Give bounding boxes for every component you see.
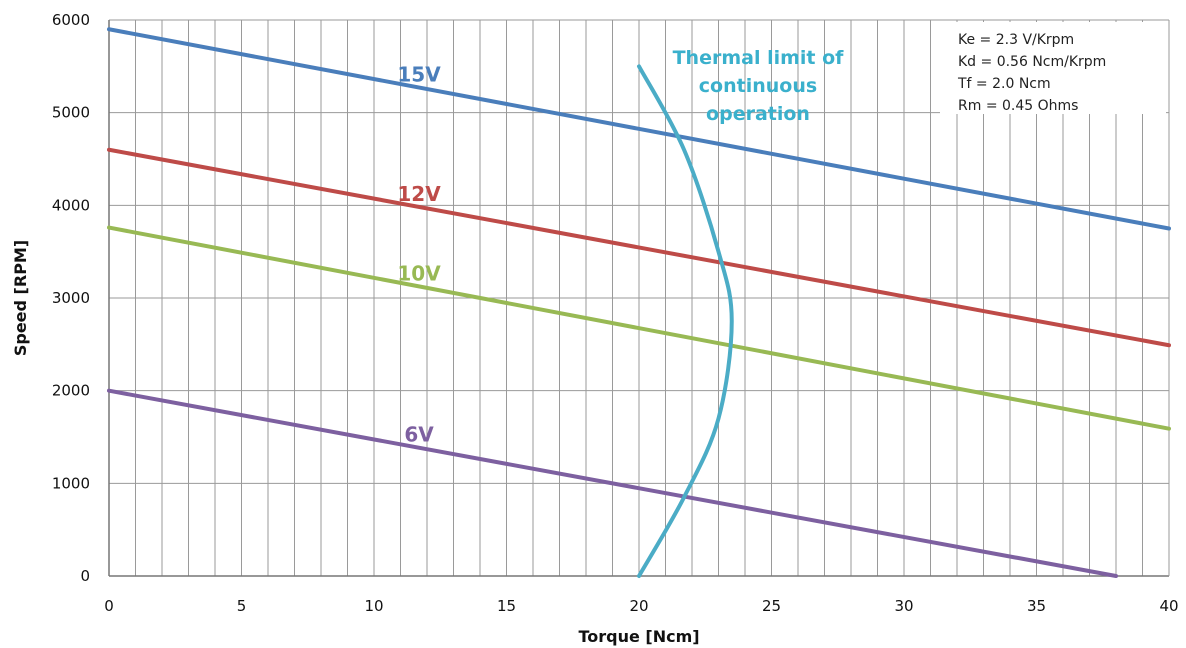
series-line-12v — [107, 147, 1171, 348]
y-tick-label: 3000 — [52, 289, 90, 307]
series-line-15v — [107, 27, 1171, 231]
param-ke: Ke = 2.3 V/Krpm — [958, 32, 1074, 48]
thermal-limit-label-line-2: continuous — [699, 75, 817, 97]
thermal-limit-curve — [637, 64, 734, 578]
parameter-box — [940, 22, 1166, 114]
y-tick-label: 2000 — [52, 382, 90, 400]
x-tick-label: 10 — [364, 597, 383, 615]
x-axis-title: Torque [Ncm] — [578, 627, 699, 646]
x-tick-label: 40 — [1159, 597, 1178, 615]
y-tick-label: 5000 — [52, 104, 90, 122]
y-axis-title: Speed [RPM] — [11, 240, 30, 356]
y-tick-label: 1000 — [52, 474, 90, 492]
x-tick-label: 15 — [497, 597, 516, 615]
y-tick-label: 0 — [80, 567, 90, 585]
x-tick-label: 5 — [237, 597, 247, 615]
thermal-limit-label-line-1: Thermal limit of — [673, 47, 845, 69]
x-tick-label: 0 — [104, 597, 114, 615]
param-kd: Kd = 0.56 Ncm/Krpm — [958, 54, 1106, 70]
grid — [109, 19, 1169, 576]
series-lines — [107, 27, 1171, 578]
series-labels: 15V 12V 10V 6V — [397, 63, 441, 447]
series-line-10v — [107, 225, 1171, 431]
series-label-10v: 10V — [397, 261, 441, 285]
thermal-limit-label-line-3: operation — [706, 103, 810, 125]
x-tick-label: 20 — [629, 597, 648, 615]
series-line-6v — [107, 388, 1118, 578]
series-label-6v: 6V — [404, 423, 434, 447]
x-tick-label: 30 — [894, 597, 913, 615]
param-rm: Rm = 0.45 Ohms — [958, 98, 1078, 114]
series-label-15v: 15V — [397, 63, 441, 87]
series-label-12v: 12V — [397, 182, 441, 206]
param-tf: Tf = 2.0 Ncm — [957, 76, 1051, 92]
tick-labels: 0 5 10 15 20 25 30 35 40 0 1000 2000 3000 4000 5000 600… — [52, 11, 1179, 615]
y-tick-label: 4000 — [52, 196, 90, 214]
x-tick-label: 25 — [762, 597, 781, 615]
y-tick-label: 6000 — [52, 11, 90, 29]
x-tick-label: 35 — [1027, 597, 1046, 615]
